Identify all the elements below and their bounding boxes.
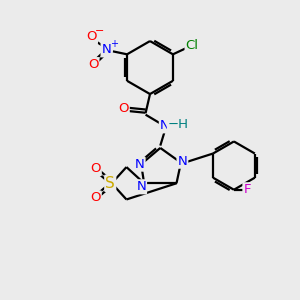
Text: O: O [86, 30, 97, 43]
Text: F: F [243, 183, 251, 196]
Text: N: N [160, 119, 169, 132]
Text: N: N [102, 44, 111, 56]
Text: N: N [136, 180, 146, 193]
Text: Cl: Cl [186, 39, 199, 52]
Text: N: N [178, 155, 187, 168]
Text: −: − [94, 26, 104, 36]
Text: O: O [118, 102, 129, 115]
Text: −H: −H [167, 118, 188, 131]
Text: S: S [105, 176, 115, 191]
Text: O: O [90, 191, 101, 205]
Text: O: O [90, 162, 101, 175]
Text: +: + [110, 39, 118, 49]
Text: N: N [135, 158, 145, 171]
Text: O: O [88, 58, 98, 71]
